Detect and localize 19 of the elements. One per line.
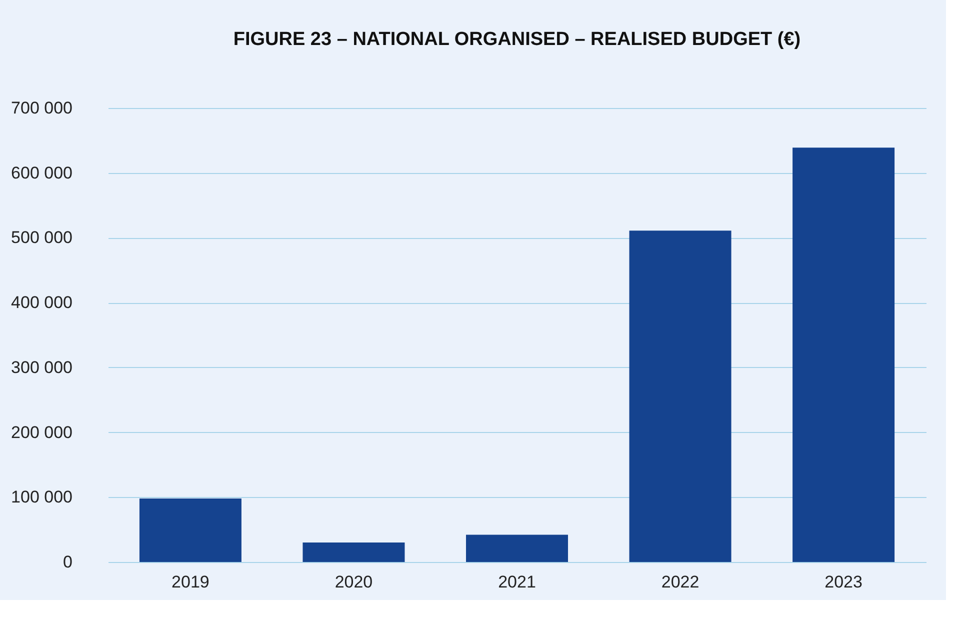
y-tick-label: 200 000: [11, 422, 72, 442]
bar: [302, 542, 405, 562]
x-tick-label: 2023: [824, 572, 862, 592]
y-tick-label: 300 000: [11, 358, 72, 377]
x-tick-label: 2021: [498, 572, 536, 592]
x-tick-label: 2020: [334, 572, 373, 592]
y-tick-label: 0: [63, 552, 72, 572]
x-tick-label: 2019: [172, 572, 210, 592]
bar: [466, 534, 568, 562]
y-tick-label: 600 000: [11, 163, 72, 182]
y-tick-label: 700 000: [11, 98, 72, 118]
y-tick-label: 100 000: [11, 488, 72, 507]
bar: [629, 230, 732, 562]
y-tick-label: 400 000: [11, 293, 72, 312]
chart-title: FIGURE 23 – NATIONAL ORGANISED – REALISED BUDGET (€): [233, 29, 801, 50]
y-tick-label: 500 000: [11, 228, 72, 248]
bar: [139, 498, 242, 562]
x-tick-label: 2022: [661, 572, 700, 592]
bar: [792, 148, 895, 562]
